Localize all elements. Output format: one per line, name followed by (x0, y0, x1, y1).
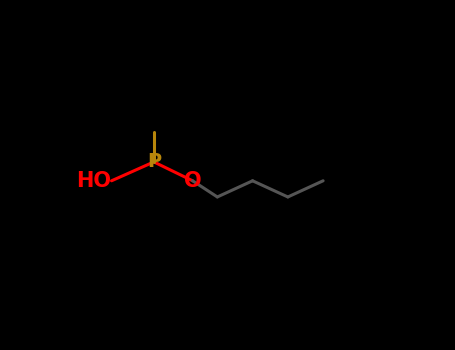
Text: HO: HO (76, 171, 111, 191)
Text: P: P (147, 153, 161, 172)
Text: O: O (184, 171, 202, 191)
